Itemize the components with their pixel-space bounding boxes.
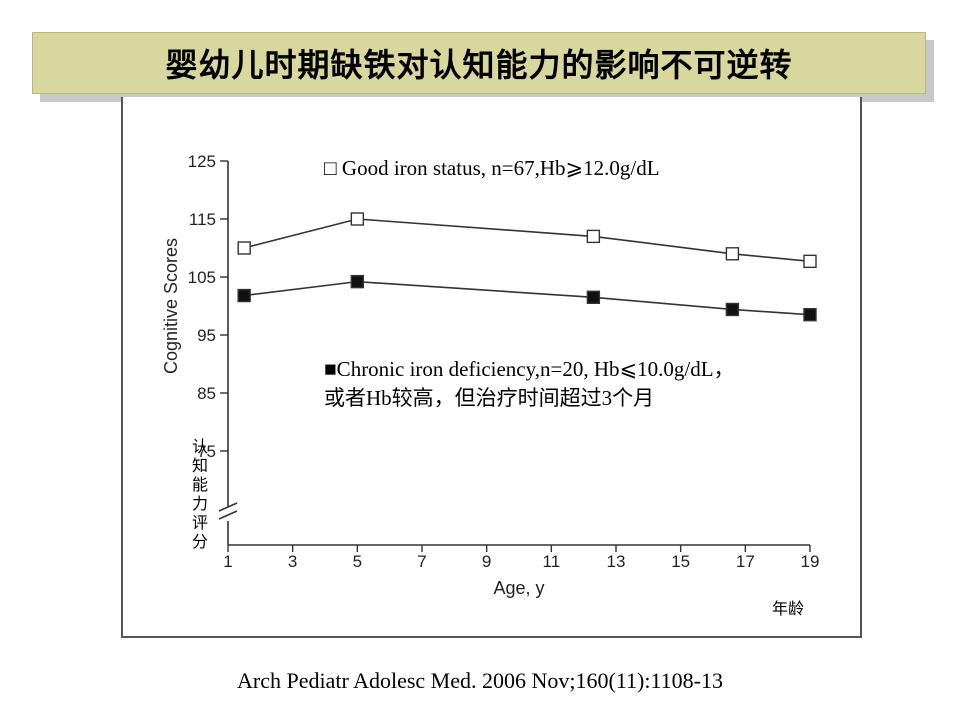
- y-axis-title: Cognitive Scores: [161, 238, 181, 374]
- chart-axes: [218, 161, 810, 546]
- x-axis-title-cn: 年龄: [772, 599, 804, 618]
- chart-series: [237, 212, 817, 322]
- x-tick-label: 13: [607, 552, 626, 571]
- x-tick-label: 3: [288, 552, 297, 571]
- slide-title: 婴幼儿时期缺铁对认知能力的影响不可逆转: [165, 46, 793, 84]
- data-point-2: [350, 274, 365, 289]
- y-tick-label: 105: [188, 268, 216, 287]
- y-axis-title-cn: 认知能力评分: [192, 437, 208, 551]
- x-tick-label: 9: [482, 552, 491, 571]
- y-tick-label: 115: [189, 210, 216, 229]
- data-point-1: [725, 247, 740, 261]
- x-tick-label: 19: [801, 552, 820, 571]
- legend-good-iron: □ Good iron status, n=67,Hb⩾12.0g/dL: [324, 156, 660, 180]
- axis-break-mark-1: [218, 502, 238, 512]
- data-point-1: [803, 254, 817, 269]
- data-point-2: [803, 308, 817, 322]
- y-tick-label: 75: [197, 442, 216, 461]
- data-point-2: [586, 290, 601, 304]
- chart-frame: [121, 97, 862, 638]
- y-tick-label: 85: [197, 384, 216, 403]
- series-line-1: [243, 218, 811, 263]
- title-bar: 婴幼儿时期缺铁对认知能力的影响不可逆转: [32, 32, 926, 94]
- data-point-2: [237, 288, 251, 303]
- legend-iron-deficiency-line2: 或者Hb较高，但治疗时间超过3个月: [324, 386, 654, 410]
- citation: Arch Pediatr Adolesc Med. 2006 Nov;160(1…: [237, 668, 723, 693]
- x-tick-label: 7: [417, 552, 426, 571]
- x-tick-label: 15: [671, 552, 690, 571]
- y-tick-label: 95: [197, 326, 216, 345]
- x-axis-title: Age, y: [493, 578, 544, 598]
- data-point-1: [350, 212, 365, 226]
- x-tick-label: 1: [223, 552, 232, 571]
- legend-iron-deficiency: ■Chronic iron deficiency,n=20, Hb⩽10.0g/…: [324, 357, 735, 381]
- data-point-1: [237, 241, 251, 255]
- series-line-2: [244, 280, 811, 316]
- x-tick-label: 5: [353, 552, 362, 571]
- y-tick-label: 125: [188, 152, 216, 171]
- x-tick-label: 11: [543, 552, 561, 571]
- data-point-1: [586, 229, 601, 244]
- axis-break-mark-2: [218, 510, 238, 520]
- data-point-2: [725, 302, 740, 317]
- x-tick-label: 17: [736, 552, 755, 571]
